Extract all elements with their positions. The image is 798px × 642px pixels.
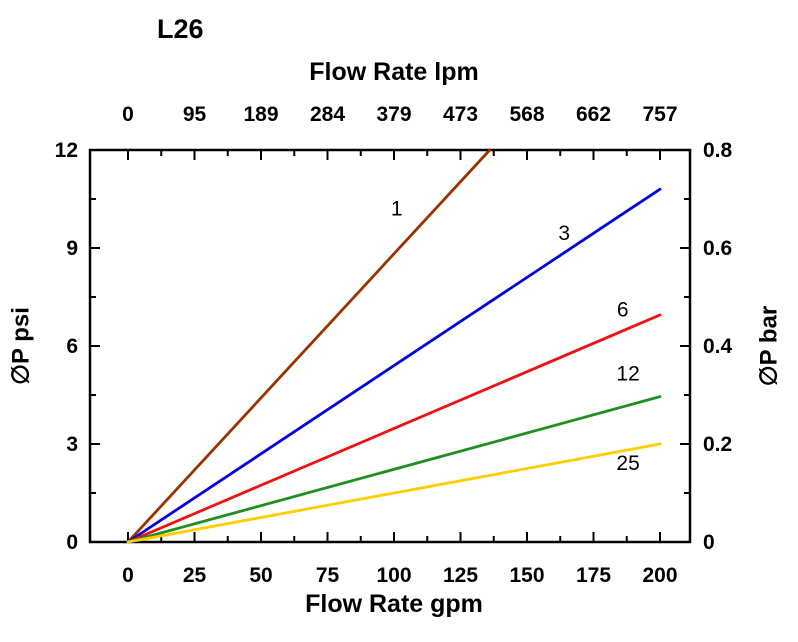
series-line-6 xyxy=(126,313,662,544)
y-left-tick-label: 3 xyxy=(66,433,78,456)
series-label-3: 3 xyxy=(558,222,570,245)
y-left-tick-label: 6 xyxy=(66,335,78,358)
x-top-tick-label: 0 xyxy=(122,103,134,126)
y-right-tick-label: 0 xyxy=(703,531,715,554)
chart-title: L26 xyxy=(157,14,204,44)
x-top-tick-label: 95 xyxy=(183,103,207,126)
y-right-tick-label: 0.2 xyxy=(703,433,732,456)
x-bottom-tick-label: 50 xyxy=(249,564,272,587)
series-line-3 xyxy=(126,187,662,544)
series-label-12: 12 xyxy=(616,362,639,385)
y-left-tick-label: 0 xyxy=(66,531,78,554)
series-line-12 xyxy=(126,395,662,544)
x-top-tick-label: 189 xyxy=(243,103,278,126)
series-label-25: 25 xyxy=(616,452,639,475)
top-axis-title: Flow Rate lpm xyxy=(309,58,479,86)
x-top-tick-label: 757 xyxy=(642,103,677,126)
x-top-tick-label: 473 xyxy=(443,103,478,126)
y-right-tick-label: 0.8 xyxy=(703,139,733,162)
x-top-tick-label: 379 xyxy=(376,103,411,126)
bottom-axis-title: Flow Rate gpm xyxy=(305,590,483,618)
y-right-tick-label: 0.4 xyxy=(703,335,733,358)
y-right-tick-label: 0.6 xyxy=(703,237,732,260)
x-bottom-tick-label: 100 xyxy=(376,564,411,587)
series-line-1 xyxy=(126,148,492,544)
x-top-tick-label: 284 xyxy=(310,103,345,126)
x-bottom-tick-label: 150 xyxy=(509,564,544,587)
y-left-tick-label: 9 xyxy=(66,237,78,260)
x-bottom-tick-label: 0 xyxy=(122,564,134,587)
y-left-tick-label: 12 xyxy=(55,139,78,162)
x-bottom-tick-label: 25 xyxy=(183,564,207,587)
x-bottom-tick-label: 125 xyxy=(443,564,478,587)
series-label-1: 1 xyxy=(391,197,403,220)
x-bottom-tick-label: 175 xyxy=(576,564,611,587)
series-label-6: 6 xyxy=(617,299,629,322)
series-line-25 xyxy=(126,442,662,544)
x-top-tick-label: 662 xyxy=(576,103,611,126)
x-bottom-tick-label: 75 xyxy=(316,564,340,587)
x-top-tick-label: 568 xyxy=(509,103,544,126)
x-bottom-tick-label: 200 xyxy=(642,564,677,587)
